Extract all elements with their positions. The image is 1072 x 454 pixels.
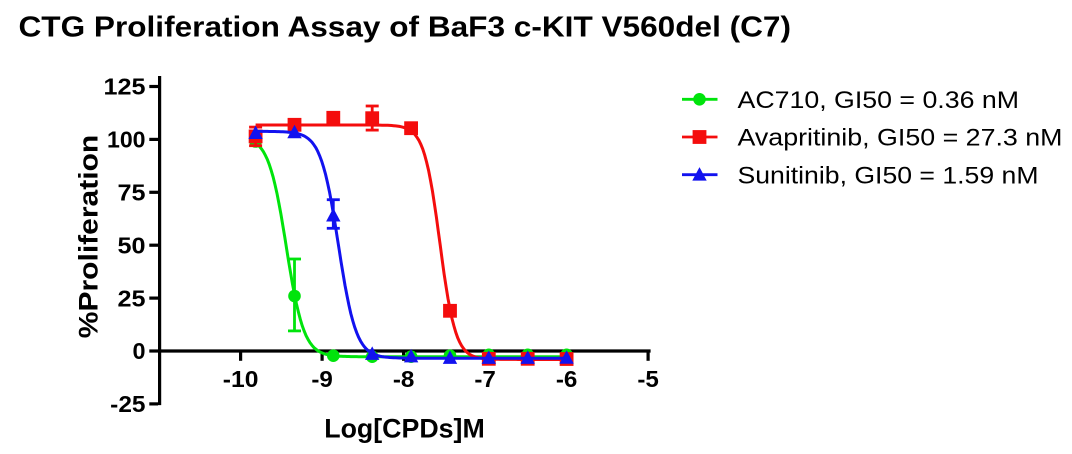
svg-text:-5: -5 [637, 366, 659, 392]
svg-text:125: 125 [104, 74, 146, 100]
svg-text:-8: -8 [393, 366, 415, 392]
svg-text:0: 0 [133, 338, 146, 364]
svg-text:-7: -7 [474, 366, 496, 392]
svg-text:Avapritinib, GI50 = 27.3 nM: Avapritinib, GI50 = 27.3 nM [738, 125, 1063, 152]
svg-text:Log[CPDs]M: Log[CPDs]M [324, 413, 485, 443]
svg-text:%Proliferation: %Proliferation [74, 135, 104, 339]
svg-text:100: 100 [107, 127, 146, 153]
svg-text:-10: -10 [223, 366, 259, 392]
svg-text:25: 25 [118, 285, 146, 311]
svg-text:-6: -6 [556, 366, 578, 392]
svg-text:-9: -9 [311, 366, 333, 392]
svg-text:Sunitinib, GI50 = 1.59 nM: Sunitinib, GI50 = 1.59 nM [738, 162, 1039, 189]
svg-text:75: 75 [118, 180, 146, 206]
svg-text:-25: -25 [110, 391, 146, 417]
svg-text:CTG Proliferation Assay of BaF: CTG Proliferation Assay of BaF3 c-KIT V5… [19, 12, 791, 44]
svg-text:50: 50 [118, 232, 146, 258]
svg-text:AC710, GI50 = 0.36 nM: AC710, GI50 = 0.36 nM [738, 87, 1020, 114]
